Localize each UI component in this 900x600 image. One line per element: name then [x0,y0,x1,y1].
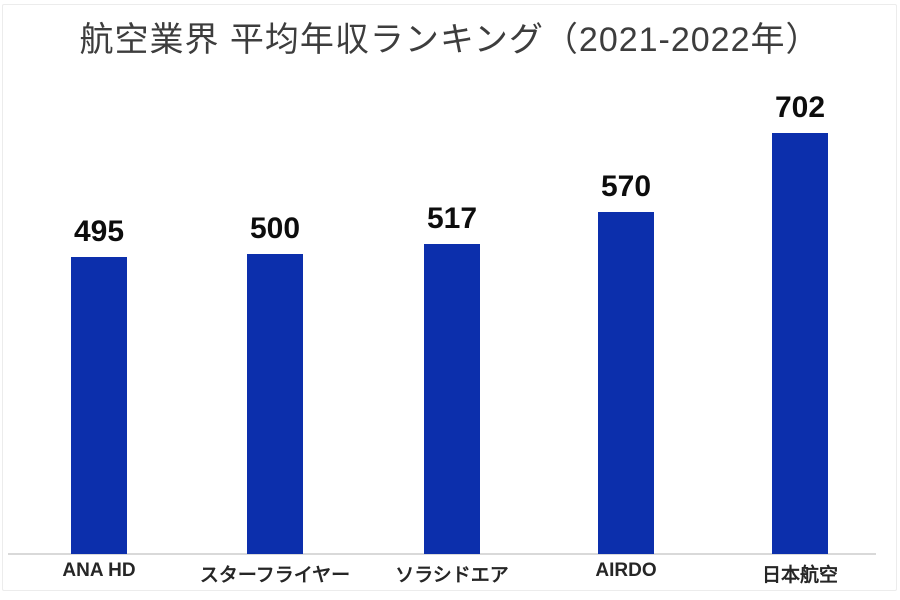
x-axis-category-label: スターフライヤー [199,565,351,586]
x-axis-category-label: 日本航空 [761,565,838,586]
x-axis-category-label: ANA HD [62,560,136,581]
bar [71,257,127,554]
bar-value-label: 517 [426,202,478,235]
bar-value-label: 500 [249,212,301,245]
bar [772,133,828,554]
bar [598,212,654,554]
bar-value-label: 702 [774,91,826,124]
x-axis-category-label: AIRDO [595,560,657,581]
bar [424,244,480,554]
bar-value-label: 495 [73,215,125,248]
bar-value-label: 570 [600,170,652,203]
chart-title: 航空業界 平均年収ランキング（2021-2022年） [79,21,821,59]
bar [247,254,303,554]
x-axis-line [8,553,876,555]
x-axis-category-label: ソラシドエア [395,565,509,586]
